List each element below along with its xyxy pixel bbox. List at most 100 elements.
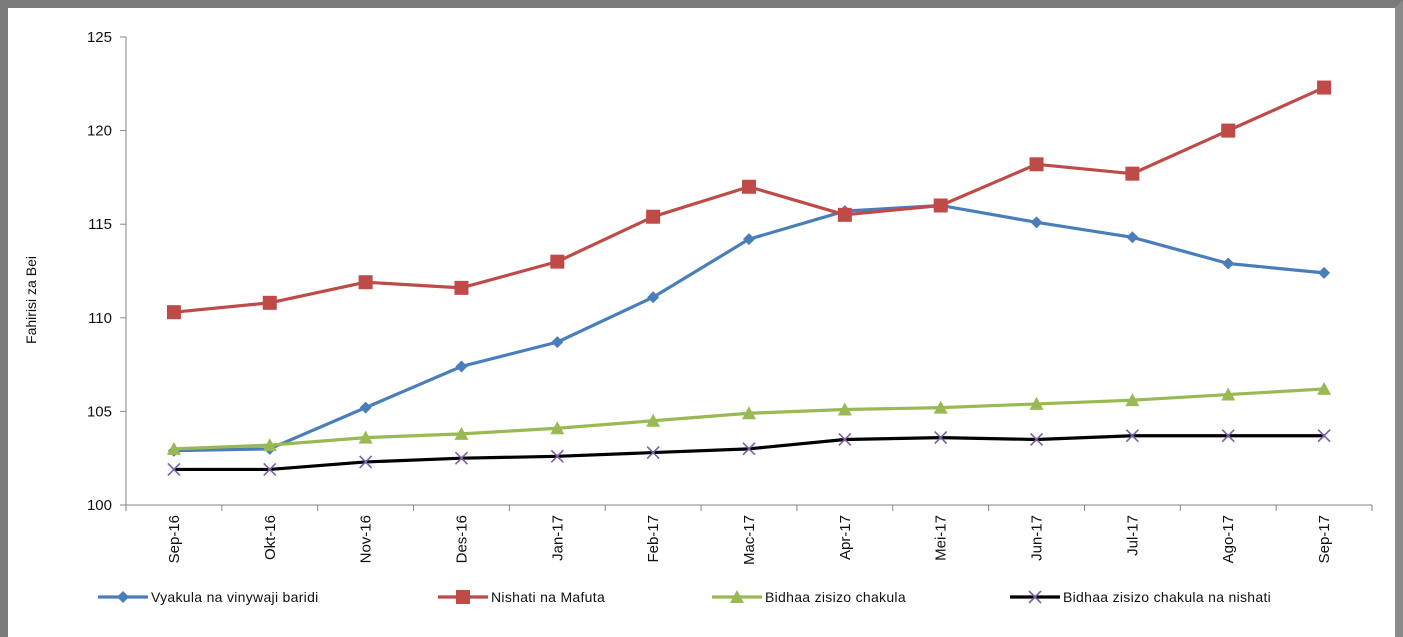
x-tick-label: Feb-17 xyxy=(645,515,662,563)
series-2 xyxy=(166,80,1332,320)
x-tick-label: Nov-16 xyxy=(358,515,375,563)
x-marker-stroke xyxy=(934,431,948,445)
triangle-marker xyxy=(1317,381,1332,395)
x-marker xyxy=(742,442,756,456)
square-marker xyxy=(1125,166,1140,181)
x-tick-label: Apr-17 xyxy=(837,515,854,560)
legend-item-4: Bidhaa zisizo chakula na nishati xyxy=(1010,589,1271,605)
triangle-marker xyxy=(742,406,756,420)
square-marker xyxy=(358,275,373,290)
legend-item-3: Bidhaa zisizo chakula xyxy=(712,589,906,605)
x-marker xyxy=(1125,429,1139,443)
x-tick-label: Sep-17 xyxy=(1316,515,1333,563)
x-marker xyxy=(838,432,852,447)
y-tick-label: 125 xyxy=(87,29,112,46)
x-marker-stroke xyxy=(167,462,181,476)
axes: 100 105 110 115 120 125 Sep-16 Okt-16 Nov-16 Des-… xyxy=(87,29,1373,565)
diamond-marker xyxy=(1030,216,1043,229)
x-marker-stroke xyxy=(454,451,469,465)
triangle-marker xyxy=(358,430,373,444)
series-line xyxy=(173,86,1325,314)
x-tick-label: Mac-17 xyxy=(741,515,758,565)
square-marker xyxy=(742,179,756,194)
triangle-marker xyxy=(454,426,469,440)
diamond-marker xyxy=(647,291,660,304)
x-tick-label: Okt-16 xyxy=(262,515,279,560)
x-marker xyxy=(646,446,660,460)
x-marker-stroke xyxy=(1221,429,1235,443)
diamond-marker xyxy=(1318,266,1331,279)
diamond-marker xyxy=(1222,257,1235,270)
x-tick-label: Jun-17 xyxy=(1029,515,1046,561)
x-marker xyxy=(167,462,181,476)
y-tick-label: 115 xyxy=(88,216,112,233)
x-marker xyxy=(359,455,373,469)
legend-item-2: Nishati na Mafuta xyxy=(438,589,605,605)
square-marker xyxy=(1029,157,1044,172)
x-marker xyxy=(934,431,948,445)
triangle-marker xyxy=(1125,393,1140,407)
triangle-marker xyxy=(933,400,948,414)
triangle-marker xyxy=(837,402,852,416)
triangle-marker xyxy=(730,590,744,603)
square-marker xyxy=(166,305,181,320)
x-marker-stroke xyxy=(646,446,660,460)
x-marker-stroke xyxy=(1028,590,1042,604)
plot-area xyxy=(166,80,1332,476)
y-tick-label: 100 xyxy=(87,497,112,514)
x-marker-stroke xyxy=(1125,429,1139,443)
square-marker xyxy=(456,590,470,604)
legend: Vyakula na vinywaji baridi Nishati na Maf… xyxy=(98,589,1271,605)
square-marker xyxy=(933,198,948,213)
x-tick-label: Ago-17 xyxy=(1220,515,1237,563)
series-line xyxy=(173,434,1325,472)
diamond-marker xyxy=(551,336,564,349)
triangle-marker xyxy=(1029,396,1044,410)
legend-label: Bidhaa zisizo chakula na nishati xyxy=(1063,589,1271,605)
square-marker xyxy=(454,280,469,295)
x-marker-stroke xyxy=(550,449,564,463)
x-marker xyxy=(1221,429,1235,443)
x-marker-stroke xyxy=(1029,432,1044,447)
square-marker xyxy=(1317,80,1332,95)
x-marker xyxy=(1028,590,1042,604)
diamond-marker xyxy=(743,233,755,246)
legend-item-1: Vyakula na vinywaji baridi xyxy=(98,589,319,605)
triangle-marker xyxy=(1221,387,1236,401)
diamond-marker xyxy=(117,591,129,603)
legend-label: Nishati na Mafuta xyxy=(491,589,605,605)
square-marker xyxy=(837,207,852,222)
y-axis-label: Fahirisi za Bei xyxy=(23,256,39,344)
x-marker-stroke xyxy=(1317,429,1331,443)
x-marker-stroke xyxy=(263,462,277,476)
triangle-marker xyxy=(262,438,277,452)
y-tick-label: 105 xyxy=(87,403,112,420)
x-marker-stroke xyxy=(742,442,756,456)
x-marker-stroke xyxy=(838,432,852,447)
diamond-marker xyxy=(359,401,372,414)
diamond-marker xyxy=(1126,231,1139,244)
series-4 xyxy=(167,429,1331,476)
square-marker xyxy=(550,254,565,269)
diamond-marker xyxy=(455,360,468,373)
square-marker xyxy=(646,209,661,224)
legend-label: Bidhaa zisizo chakula xyxy=(765,589,906,605)
x-tick-label: Jan-17 xyxy=(549,515,566,561)
x-marker xyxy=(454,451,469,465)
triangle-marker xyxy=(166,441,181,455)
x-marker xyxy=(1317,429,1331,443)
square-marker xyxy=(1221,123,1236,138)
series-3 xyxy=(166,381,1332,455)
x-tick-label: Sep-16 xyxy=(166,515,183,563)
x-marker-stroke xyxy=(359,455,373,469)
y-tick-label: 120 xyxy=(87,123,112,140)
triangle-marker xyxy=(550,421,565,435)
y-tick-label: 110 xyxy=(88,310,112,327)
triangle-marker xyxy=(646,413,661,427)
x-marker xyxy=(550,449,564,463)
x-marker xyxy=(263,462,277,476)
x-tick-label: Des-16 xyxy=(453,515,470,563)
legend-label: Vyakula na vinywaji baridi xyxy=(151,589,319,605)
